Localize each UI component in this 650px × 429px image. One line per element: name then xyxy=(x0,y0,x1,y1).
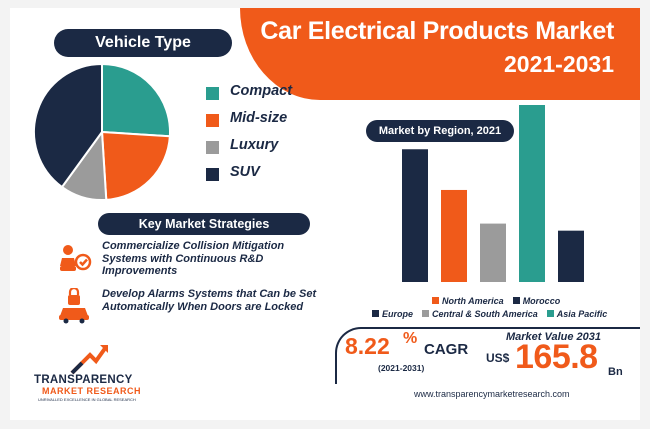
bar-legend-item: Morocco xyxy=(512,294,561,307)
legend-label: Compact xyxy=(230,83,293,99)
legend-swatch xyxy=(546,310,554,317)
market-value-panel xyxy=(335,327,640,384)
cagr-value: 8.22 xyxy=(345,333,390,359)
legend-label: Luxury xyxy=(230,137,279,153)
pie-slice-mid-size xyxy=(100,130,171,201)
collision-safety-icon xyxy=(60,245,92,271)
legend-swatch xyxy=(432,297,439,304)
strategy-text-1: Commercialize Collision Mitigation Syste… xyxy=(102,240,285,277)
bar-asia-pacific xyxy=(519,105,545,282)
bar-europe xyxy=(402,149,428,282)
bar-north-america xyxy=(441,189,467,282)
car-lock-icon xyxy=(59,288,89,324)
legend-label: Morocco xyxy=(522,295,561,306)
legend-swatch xyxy=(206,87,219,100)
legend-swatch xyxy=(206,114,219,127)
legend-swatch xyxy=(206,168,219,181)
bar-legend-item: Central & South America xyxy=(422,307,538,320)
legend-label: North America xyxy=(442,295,504,306)
pie-slice-suv xyxy=(33,62,103,189)
title-years: 2021-2031 xyxy=(504,51,614,77)
market-value-number: 165.8 xyxy=(515,338,598,376)
logo-tagline: UNRIVALLED EXCELLENCE IN GLOBAL RESEARCH xyxy=(38,397,136,402)
legend-swatch xyxy=(422,310,430,317)
bar-central-south-america xyxy=(480,223,506,282)
market-value-currency: US$ xyxy=(486,351,510,365)
region-heading: Market by Region, 2021 xyxy=(366,120,514,142)
infographic-card: Car Electrical Products Market 2021-2031… xyxy=(10,8,640,420)
logo-arrow-icon xyxy=(70,345,108,375)
bar-legend-item: Asia Pacific xyxy=(546,307,608,320)
company-logo: TRANSPARENCY MARKET RESEARCH UNRIVALLED … xyxy=(28,343,158,403)
pie-slice-compact xyxy=(101,62,171,138)
legend-label: Asia Pacific xyxy=(556,308,608,319)
logo-line-2: MARKET RESEARCH xyxy=(42,386,142,396)
bar-legend-item: Europe xyxy=(372,307,413,320)
market-value-unit: Bn xyxy=(608,366,623,378)
website-link[interactable]: www.transparencymarketresearch.com xyxy=(414,389,570,399)
legend-label: Mid-size xyxy=(230,110,288,126)
title-banner xyxy=(240,8,640,100)
legend-label: Europe xyxy=(382,308,414,319)
cagr-years: (2021-2031) xyxy=(378,363,425,373)
strategy-text-2: Develop Alarms Systems that Can be Set A… xyxy=(102,288,317,313)
logo-line-1: TRANSPARENCY xyxy=(34,374,133,386)
bar-legend: North America Morocco Europe Central & Sou… xyxy=(366,294,621,320)
legend-swatch xyxy=(372,310,379,317)
vehicle-type-heading: Vehicle Type xyxy=(54,29,232,57)
page-title: Car Electrical Products Market xyxy=(260,17,614,45)
legend-label: SUV xyxy=(230,164,260,180)
strategies-heading: Key Market Strategies xyxy=(98,213,310,235)
cagr-label: CAGR xyxy=(424,341,469,358)
legend-swatch xyxy=(512,297,520,304)
bar-legend-item: North America xyxy=(432,294,504,307)
legend-swatch xyxy=(206,141,219,154)
charts-canvas xyxy=(33,62,584,282)
bar-morocco xyxy=(558,230,584,282)
cagr-percent: % xyxy=(403,330,418,347)
legend-label: Central & South America xyxy=(432,308,538,319)
market-value-label: Market Value 2031 xyxy=(506,331,601,343)
